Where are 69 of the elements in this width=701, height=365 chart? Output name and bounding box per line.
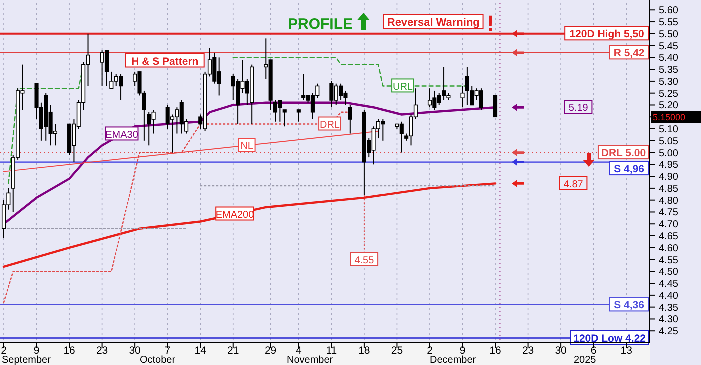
x-tick-label: 16	[64, 345, 76, 357]
y-tick-label: 4.60	[659, 243, 679, 254]
y-tick-label: 5.55	[659, 18, 679, 29]
y-tick-label: 5.10	[659, 124, 679, 136]
series-label: URL	[392, 82, 414, 93]
y-tick-label: 5.60	[659, 6, 679, 17]
x-tick-label: 23	[522, 345, 534, 357]
annotation: 5.19	[568, 103, 589, 114]
y-tick-label: 4.65	[659, 232, 679, 243]
y-tick-label: 4.30	[659, 314, 679, 326]
x-tick-label: 9	[460, 345, 466, 357]
series-label: EMA200	[216, 210, 255, 221]
y-tick-label: 5.20	[659, 100, 679, 112]
ref-line-label: 120D High 5,50	[570, 28, 645, 41]
ref-line-label: 120D Low 4.22	[574, 333, 646, 346]
x-tick-label: 4	[296, 345, 302, 357]
y-tick-label: 5.35	[659, 65, 679, 76]
y-tick-label: 4.75	[659, 208, 679, 219]
x-tick-label: 6	[590, 345, 597, 357]
annotation: !	[487, 11, 494, 36]
y-tick-label: 5.05	[659, 136, 679, 148]
ref-line-label: DRL 5.00	[601, 148, 646, 160]
y-tick-label: 4.40	[659, 290, 679, 302]
x-tick-label: 16	[490, 345, 502, 357]
x-tick-label: 25	[391, 345, 404, 357]
text: November	[287, 355, 334, 365]
series-label: EMA30	[106, 130, 139, 141]
ref-line-label: R 5,42	[614, 48, 645, 60]
y-tick-label: 5.40	[659, 53, 679, 64]
y-tick-label: 4.25	[659, 326, 679, 338]
x-tick-label: 18	[358, 345, 370, 357]
text: October	[140, 355, 176, 365]
y-tick-label: 4.50	[659, 267, 679, 278]
y-tick-label: 5.50	[659, 29, 679, 40]
y-tick-label: 4.80	[659, 196, 679, 207]
x-tick-label: 21	[228, 345, 240, 357]
y-tick-label: 5.25	[659, 88, 679, 100]
x-tick-label: 23	[96, 345, 108, 357]
x-tick-label: 14	[194, 345, 207, 357]
x-tick-label: 30	[129, 345, 142, 357]
ref-line-label: S 4,96	[614, 164, 645, 176]
y-tick-label: 4.70	[659, 220, 679, 231]
annotation: Reversal Warning	[387, 16, 480, 29]
text: 2025	[574, 355, 597, 365]
y-tick-label: 5.45	[659, 41, 679, 52]
series-label: NL	[240, 141, 254, 152]
y-tick-label: 4.90	[659, 172, 679, 184]
y-tick-label: 4.35	[659, 302, 679, 314]
y-tick-label: 4.85	[659, 184, 679, 195]
y-tick-label: 4.55	[659, 255, 679, 266]
y-tick-label: 4.95	[659, 160, 679, 172]
y-tick-label: 5.30	[659, 76, 679, 88]
annotation: PROFILE	[288, 16, 354, 33]
y-tick-label: 5.00	[659, 148, 679, 160]
annotation: H & S Pattern	[132, 56, 199, 68]
x-tick-label: 30	[555, 345, 568, 357]
annotation: 4.87	[564, 179, 584, 190]
x-tick-label: 13	[620, 345, 633, 357]
y-tick-label: 4.45	[659, 279, 679, 290]
ref-line-label: S 4,36	[614, 300, 645, 312]
x-tick-label: 9	[34, 345, 40, 357]
x-tick-label: 7	[164, 345, 171, 357]
text: September	[2, 355, 52, 365]
x-tick-label: 11	[326, 345, 338, 357]
text: December	[430, 355, 477, 365]
x-tick-label: 2	[427, 345, 434, 357]
x-tick-label: 29	[264, 345, 277, 357]
annotation: 4.55	[354, 255, 375, 266]
text: 5.15000	[653, 112, 686, 122]
